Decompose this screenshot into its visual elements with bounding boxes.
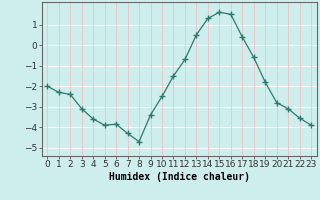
X-axis label: Humidex (Indice chaleur): Humidex (Indice chaleur) bbox=[109, 172, 250, 182]
